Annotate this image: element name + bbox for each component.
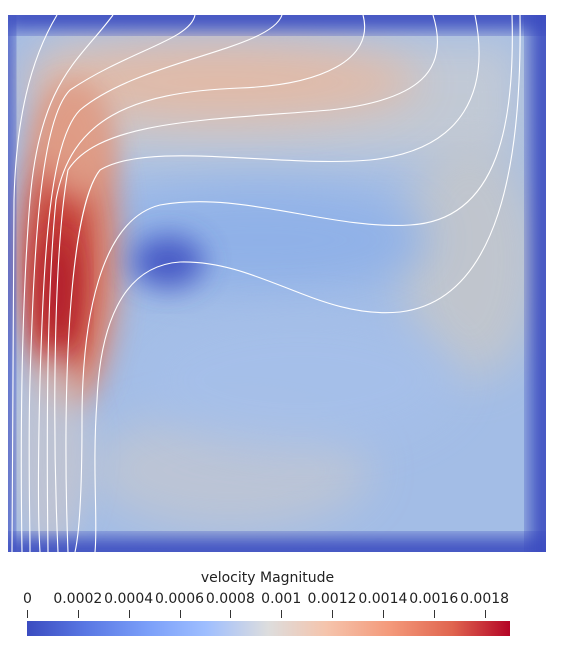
colorbar-tick-label: 0.0016 (409, 591, 459, 607)
streamline (74, 14, 513, 553)
colorbar-tick (281, 610, 282, 618)
streamline (65, 14, 480, 553)
colorbar (27, 621, 510, 636)
colorbar-tick (434, 610, 435, 618)
colorbar-tick-label: 0.0014 (358, 591, 408, 607)
colorbar-tick (383, 610, 384, 618)
colorbar-tick (129, 610, 130, 618)
streamline (46, 14, 366, 553)
colorbar-tick-label: 0.0006 (155, 591, 205, 607)
streamline (28, 14, 196, 553)
colorbar-tick-label: 0.0004 (104, 591, 154, 607)
streamline (54, 14, 438, 553)
colorbar-tick-label: 0.0008 (205, 591, 255, 607)
colorbar-tick-label: 0.001 (261, 591, 302, 607)
streamline (37, 14, 283, 553)
colorbar-tick (485, 610, 486, 618)
colorbar-tick (180, 610, 181, 618)
colorbar-tick (230, 610, 231, 618)
streamline (11, 14, 58, 553)
colorbar-tick (27, 610, 28, 618)
legend-title: velocity Magnitude (200, 570, 335, 586)
streamline (20, 14, 114, 553)
colorbar-tick (78, 610, 79, 618)
colorbar-tick-label: 0.0018 (460, 591, 510, 607)
colorbar-tick-label: 0.0012 (307, 591, 357, 607)
colorbar-tick-label: 0 (23, 591, 32, 607)
streamlines (11, 14, 521, 553)
colorbar-tick (332, 610, 333, 618)
scalar-field (8, 15, 546, 552)
colorbar-tick-label: 0.0002 (53, 591, 103, 607)
streamline (94, 14, 521, 553)
